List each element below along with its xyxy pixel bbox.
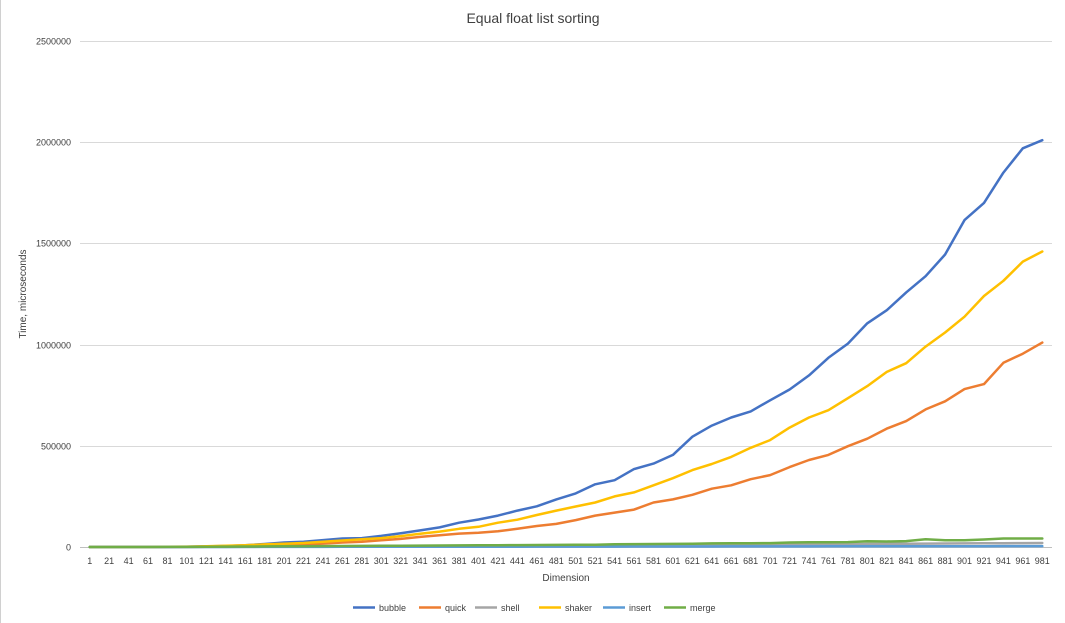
x-tick-label: 881 — [938, 556, 953, 566]
x-tick-label: 401 — [471, 556, 486, 566]
x-tick-label: 481 — [549, 556, 564, 566]
x-tick-label: 461 — [529, 556, 544, 566]
x-tick-label: 321 — [393, 556, 408, 566]
y-tick-label: 2500000 — [36, 37, 71, 47]
series-line-quick — [88, 341, 1044, 549]
x-tick-label: 561 — [627, 556, 642, 566]
x-tick-label: 821 — [879, 556, 894, 566]
x-tick-label: 141 — [218, 556, 233, 566]
x-tick-label: 261 — [335, 556, 350, 566]
gridlines — [80, 41, 1052, 447]
legend-label-insert: insert — [629, 603, 652, 613]
x-tick-label: 541 — [607, 556, 622, 566]
x-tick-label: 901 — [957, 556, 972, 566]
x-tick-label: 661 — [724, 556, 739, 566]
x-tick-label: 641 — [704, 556, 719, 566]
x-tick-label: 681 — [743, 556, 758, 566]
legend-label-shell: shell — [501, 603, 520, 613]
y-tick-label: 500000 — [41, 442, 71, 452]
x-tick-label: 1 — [87, 556, 92, 566]
x-tick-label: 861 — [918, 556, 933, 566]
x-tick-label: 721 — [782, 556, 797, 566]
x-tick-label: 281 — [354, 556, 369, 566]
y-tick-labels: 0 500000 1000000 1500000 2000000 2500000 — [36, 37, 71, 553]
x-tick-label: 201 — [277, 556, 292, 566]
x-tick-label: 701 — [763, 556, 778, 566]
x-tick-label: 361 — [432, 556, 447, 566]
legend-label-bubble: bubble — [379, 603, 406, 613]
x-tick-label: 381 — [452, 556, 467, 566]
x-tick-label: 81 — [162, 556, 172, 566]
x-tick-label: 921 — [976, 556, 991, 566]
legend-label-shaker: shaker — [565, 603, 592, 613]
x-tick-label: 501 — [568, 556, 583, 566]
chart-title: Equal float list sorting — [466, 10, 599, 26]
x-tick-label: 761 — [821, 556, 836, 566]
x-tick-label: 521 — [588, 556, 603, 566]
series-line-shaker — [88, 250, 1044, 549]
x-tick-label: 581 — [646, 556, 661, 566]
x-tick-label: 441 — [510, 556, 525, 566]
x-tick-label: 781 — [840, 556, 855, 566]
x-tick-label: 601 — [665, 556, 680, 566]
y-tick-label: 1000000 — [36, 341, 71, 351]
x-tick-label: 301 — [374, 556, 389, 566]
x-tick-labels: 1 21 41 61 81 101 121 141 161 181 201 221 241 261 281 3… — [87, 556, 1050, 566]
x-tick-label: 101 — [179, 556, 194, 566]
x-tick-label: 981 — [1035, 556, 1050, 566]
legend: bubble quick shell shaker insert merge — [353, 603, 716, 613]
x-tick-label: 61 — [143, 556, 153, 566]
y-axis-title: Time, microseconds — [18, 249, 29, 338]
x-tick-label: 621 — [685, 556, 700, 566]
x-tick-label: 841 — [899, 556, 914, 566]
x-tick-label: 121 — [199, 556, 214, 566]
series-line-bubble — [88, 138, 1044, 549]
x-tick-label: 941 — [996, 556, 1011, 566]
x-tick-label: 341 — [413, 556, 428, 566]
x-tick-label: 181 — [257, 556, 272, 566]
x-tick-label: 21 — [104, 556, 114, 566]
y-tick-label: 0 — [66, 543, 71, 553]
x-axis-title: Dimension — [542, 573, 589, 584]
series-line-merge — [88, 537, 1044, 549]
x-tick-label: 961 — [1015, 556, 1030, 566]
x-tick-label: 221 — [296, 556, 311, 566]
y-tick-label: 2000000 — [36, 138, 71, 148]
x-tick-label: 801 — [860, 556, 875, 566]
y-tick-label: 1500000 — [36, 239, 71, 249]
series-lines — [88, 138, 1044, 549]
x-tick-label: 741 — [801, 556, 816, 566]
x-tick-label: 41 — [124, 556, 134, 566]
legend-label-merge: merge — [690, 603, 716, 613]
x-tick-label: 421 — [490, 556, 505, 566]
x-tick-label: 161 — [238, 556, 253, 566]
legend-label-quick: quick — [445, 603, 467, 613]
x-tick-label: 241 — [315, 556, 330, 566]
